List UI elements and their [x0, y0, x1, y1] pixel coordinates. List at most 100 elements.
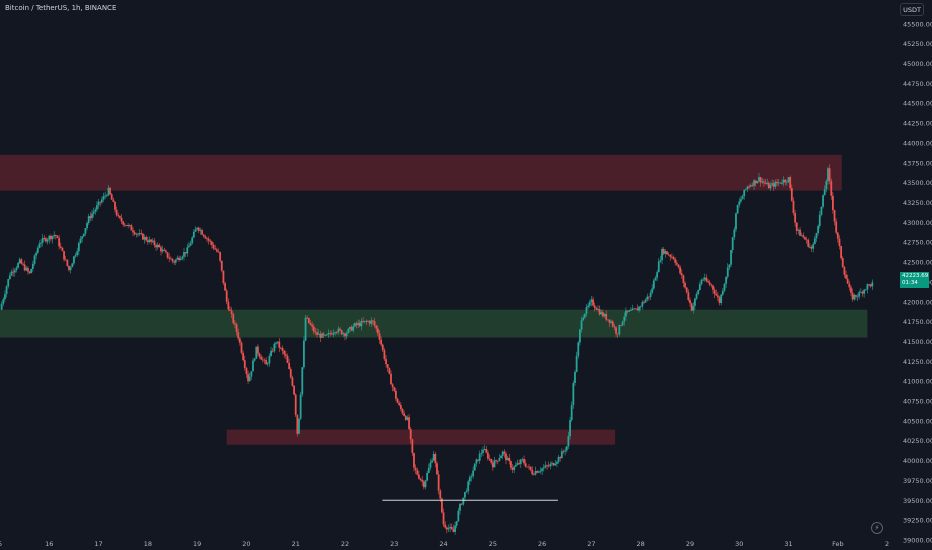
candle-body — [79, 238, 82, 243]
candle-body — [404, 415, 407, 420]
candle-body — [390, 373, 392, 385]
candle-body — [827, 168, 829, 182]
candle-body — [41, 237, 44, 243]
candle-body — [112, 199, 115, 202]
candle-body — [431, 460, 433, 463]
candle-body — [110, 194, 113, 200]
candle-body — [592, 299, 594, 306]
candle-body — [626, 310, 629, 312]
candle-body — [795, 222, 798, 231]
candle-body — [372, 320, 374, 322]
candle-body — [570, 405, 573, 421]
candle-body — [746, 186, 749, 190]
candle-body — [335, 332, 338, 334]
candle-body — [265, 360, 268, 365]
candle-body — [94, 209, 97, 212]
candle-body — [766, 182, 769, 184]
price-tick-label: 41000.00 — [903, 378, 932, 386]
candle-body — [503, 451, 506, 454]
candle-body — [13, 270, 16, 273]
candle-body — [495, 460, 498, 462]
candle-body — [128, 224, 131, 226]
candle-body — [605, 314, 608, 320]
candle-body — [385, 359, 387, 365]
currency-selector-button[interactable]: USDT — [900, 3, 924, 16]
candle-body — [744, 189, 747, 190]
candle-body — [225, 290, 228, 302]
candle-body — [496, 460, 499, 462]
candle-body — [682, 275, 685, 283]
candle-body — [516, 463, 519, 465]
candle-body — [662, 248, 665, 254]
candle-body — [22, 263, 24, 265]
candle-body — [416, 470, 419, 475]
price-tick-label: 39750.00 — [903, 477, 932, 485]
candle-body — [424, 480, 427, 488]
candle-body — [473, 463, 476, 471]
price-tick-label: 41250.00 — [903, 358, 932, 366]
candle-body — [257, 346, 259, 354]
candle-body — [618, 325, 621, 335]
candle-body — [442, 512, 445, 525]
candle-body — [133, 232, 136, 235]
candle-body — [418, 474, 420, 479]
price-tick-label: 43000.00 — [903, 219, 932, 227]
candle-body — [38, 243, 41, 248]
candle-body — [401, 408, 404, 414]
candle-body — [158, 244, 161, 248]
candle-body — [194, 229, 197, 232]
candle-body — [730, 250, 732, 265]
candle-body — [319, 333, 322, 338]
candle-body — [620, 325, 622, 326]
lightning-icon[interactable]: ⚡ — [871, 522, 883, 534]
candle-body — [76, 251, 79, 255]
candle-body — [413, 452, 415, 468]
candle-body — [767, 182, 770, 189]
candle-body — [781, 183, 783, 184]
candle-body — [367, 321, 369, 323]
candle-body — [298, 418, 300, 434]
price-tick-label: 44250.00 — [903, 120, 932, 128]
candle-body — [273, 343, 276, 352]
candle-body — [460, 503, 463, 505]
candle-body — [66, 259, 69, 266]
candle-body — [127, 224, 130, 226]
candle-body — [598, 309, 601, 315]
candle-body — [168, 257, 171, 259]
candle-body — [145, 236, 148, 241]
candle-body — [278, 341, 281, 348]
candle-body — [728, 264, 731, 268]
candle-body — [306, 317, 309, 319]
candle-body — [823, 189, 826, 196]
candle-body — [54, 235, 57, 237]
candle-body — [523, 459, 525, 464]
time-tick-label: 23 — [390, 540, 398, 548]
candle-body — [411, 439, 414, 453]
candle-body — [679, 267, 682, 274]
candle-body — [764, 182, 767, 184]
candle-body — [705, 277, 708, 282]
candle-body — [562, 451, 565, 453]
candle-body — [694, 298, 696, 306]
candle-body — [478, 453, 481, 461]
candle-body — [533, 474, 535, 476]
candle-body — [353, 323, 356, 327]
candle-body — [611, 321, 614, 327]
candle-body — [209, 240, 212, 242]
candle-body — [345, 333, 348, 337]
candle-body — [286, 355, 289, 363]
candle-body — [143, 236, 146, 240]
candle-body — [841, 258, 844, 267]
time-tick-label: 22 — [341, 540, 349, 548]
candle-body — [340, 330, 343, 335]
candle-body — [115, 209, 118, 216]
candle-body — [552, 463, 555, 466]
candle-body — [754, 180, 757, 184]
candle-body — [708, 282, 711, 285]
candle-body — [467, 481, 470, 492]
candle-body — [151, 240, 154, 242]
candle-body — [388, 368, 391, 374]
candle-body — [437, 474, 440, 491]
candle-body — [421, 479, 424, 482]
